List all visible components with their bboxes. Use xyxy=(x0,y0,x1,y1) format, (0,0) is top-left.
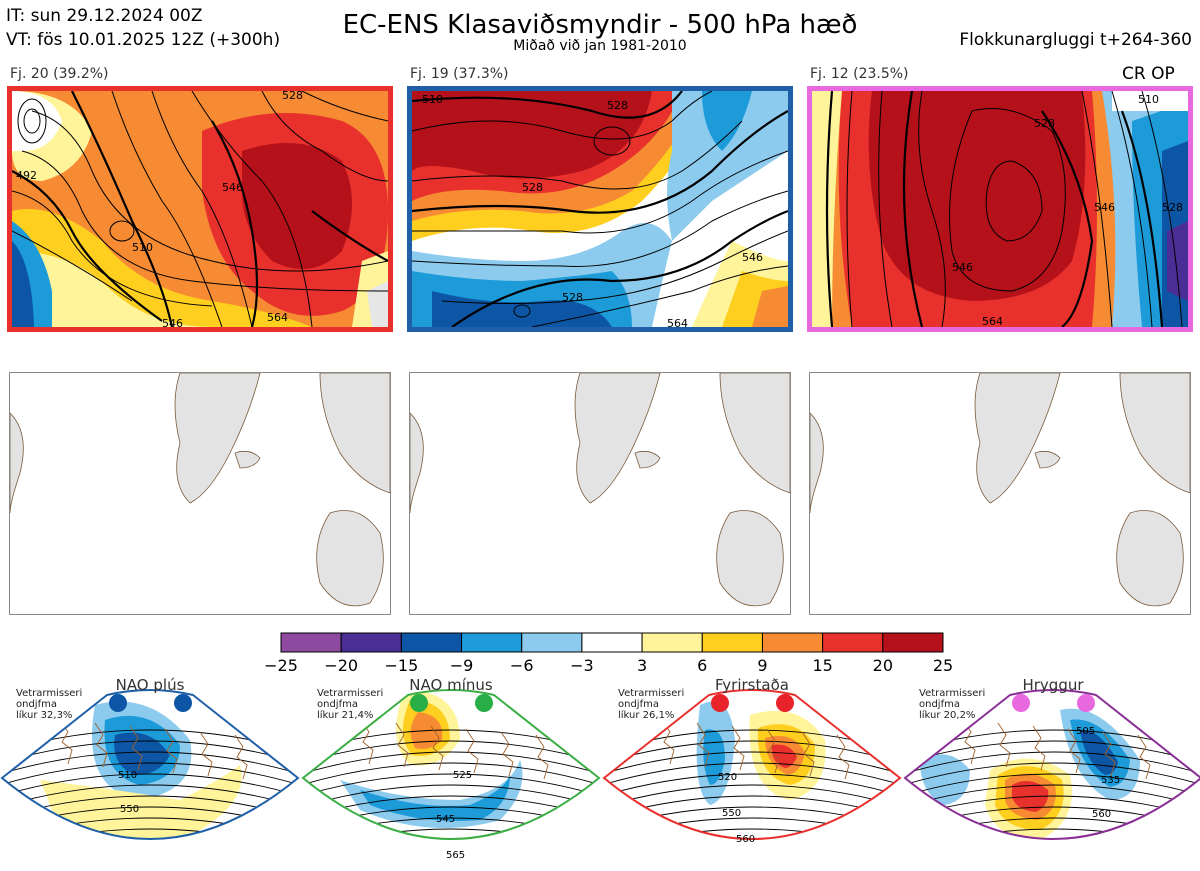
contour-label: 510 xyxy=(422,93,443,106)
colorbar-tick-label: −3 xyxy=(570,656,594,675)
cluster-label-1: Fj. 20 (39.2%) xyxy=(10,66,109,82)
colorbar-tick-label: 15 xyxy=(812,656,833,675)
regime-probability-note: Vetrarmisseri ondjfma líkur 26,1% xyxy=(618,688,685,721)
contour-label: 546 xyxy=(222,181,243,194)
contour-label: 564 xyxy=(267,311,288,324)
regime-dot xyxy=(711,694,729,712)
regime-title: NAO mínus xyxy=(409,676,493,694)
colorbar-tick-label: −6 xyxy=(509,656,534,675)
regime-contour-label: 510 xyxy=(118,770,137,781)
regime-contour-label: 525 xyxy=(453,770,472,781)
colorbar xyxy=(280,632,944,653)
regime-title: Hryggur xyxy=(1022,676,1084,694)
page-title: EC-ENS Klasaviðsmyndir - 500 hPa hæð xyxy=(342,10,858,40)
regime-dot xyxy=(1012,694,1030,712)
contour-label: 492 xyxy=(16,169,37,182)
regime-contour-label: 545 xyxy=(436,814,455,825)
contour-label: 546 xyxy=(162,317,183,327)
contour-label: 564 xyxy=(667,317,688,327)
colorbar-tick-label: 9 xyxy=(757,656,768,675)
colorbar-tick-label: 20 xyxy=(872,656,893,675)
regime-probability-note: Vetrarmisseri ondjfma líkur 21,4% xyxy=(317,688,384,721)
contour-label: 528 xyxy=(1034,117,1055,130)
crop-marker: CR OP xyxy=(1122,64,1175,84)
contour-label: 528 xyxy=(607,99,628,112)
regime-contour-label: 565 xyxy=(446,850,465,861)
contour-label: 528 xyxy=(282,91,303,102)
contour-label: 528 xyxy=(562,291,583,304)
regime-dot xyxy=(410,694,428,712)
regime-dot xyxy=(1077,694,1095,712)
regime-contour-label: 505 xyxy=(1076,726,1095,737)
contour-label: 564 xyxy=(982,315,1003,327)
initial-time: IT: sun 29.12.2024 00Z xyxy=(6,6,203,26)
regime-contour-label: 560 xyxy=(1092,809,1111,820)
contour-label: 510 xyxy=(1138,93,1159,106)
empty-map-1 xyxy=(9,372,391,615)
regime-dot xyxy=(109,694,127,712)
colorbar-tick-label: −25 xyxy=(264,656,298,675)
classification-window: Flokkunargluggi t+264-360 xyxy=(959,30,1192,50)
regime-contour-label: 550 xyxy=(120,804,139,815)
regime-contour-label: 550 xyxy=(722,808,741,819)
colorbar-segment xyxy=(882,632,944,653)
contour-label: 546 xyxy=(742,251,763,264)
contour-label: 546 xyxy=(1094,201,1115,214)
regime-contour-label: 560 xyxy=(736,834,755,845)
regime-contour-label: 535 xyxy=(1101,775,1120,786)
contour-label: 546 xyxy=(952,261,973,274)
contour-label: 510 xyxy=(132,241,153,254)
regime-contour-label: 520 xyxy=(718,772,737,783)
empty-map-3 xyxy=(809,372,1191,615)
colorbar-tick-label: 25 xyxy=(932,656,954,675)
colorbar-tick-label: −20 xyxy=(324,656,359,675)
cluster-map-1: 528 546 564 510 492 546 xyxy=(7,86,393,332)
cluster-label-2: Fj. 19 (37.3%) xyxy=(410,66,509,82)
cluster-label-3: Fj. 12 (23.5%) xyxy=(810,66,909,82)
regime-title: Fyrirstaða xyxy=(715,676,789,694)
colorbar-tick-label: −9 xyxy=(449,656,474,675)
colorbar-tick-label: −15 xyxy=(384,656,419,675)
contour-label: 528 xyxy=(522,181,543,194)
regime-dot xyxy=(174,694,192,712)
empty-map-2 xyxy=(409,372,791,615)
regime-probability-note: Vetrarmisseri ondjfma líkur 20,2% xyxy=(919,688,986,721)
colorbar-tick-label: 6 xyxy=(697,656,708,675)
regime-probability-note: Vetrarmisseri ondjfma líkur 32,3% xyxy=(16,688,83,721)
regime-dot xyxy=(475,694,493,712)
valid-time: VT: fös 10.01.2025 12Z (+300h) xyxy=(6,30,281,50)
regime-dot xyxy=(776,694,794,712)
cluster-map-3: 528 546 528 510 546 564 xyxy=(807,86,1193,332)
contour-label: 528 xyxy=(1162,201,1183,214)
cluster-map-2: 510 528 528 546 528 564 xyxy=(407,86,793,332)
page-subtitle: Miðað við jan 1981-2010 xyxy=(513,38,687,54)
regime-title: NAO plús xyxy=(115,676,185,694)
colorbar-tick-label: 3 xyxy=(636,656,648,675)
